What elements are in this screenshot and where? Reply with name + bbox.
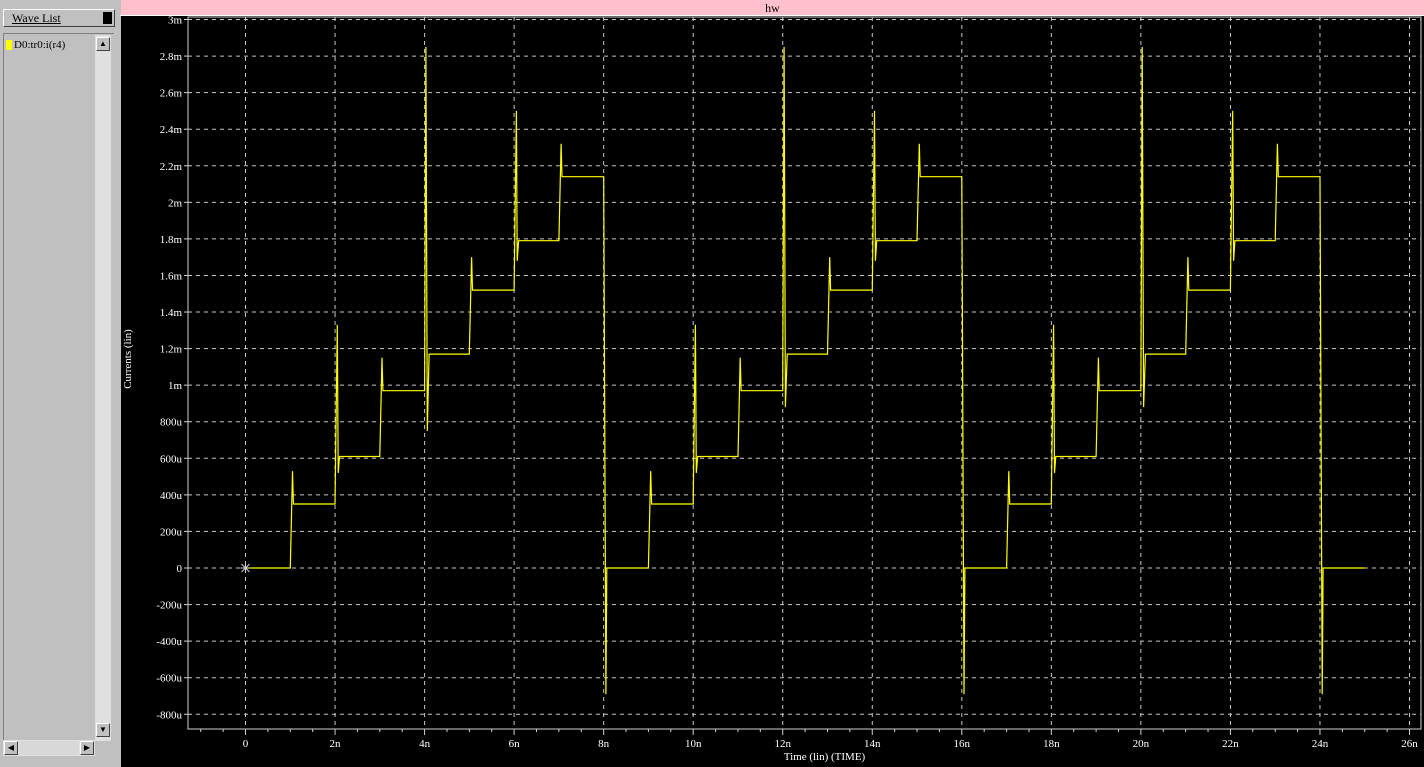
wave-item-label: D0:tr0:i(r4) — [14, 39, 66, 51]
y-tick-label: 0 — [177, 563, 183, 575]
y-tick-label: 1.6m — [160, 270, 183, 282]
y-tick-label: 400u — [160, 490, 183, 502]
y-tick-label: 1.2m — [160, 344, 183, 356]
divider — [120, 15, 1424, 16]
start-marker-icon — [240, 563, 251, 573]
y-tick-label: 1m — [168, 380, 183, 392]
series-line — [245, 46, 1365, 695]
y-axis-label: Currents (lin) — [122, 329, 134, 389]
scroll-down-icon[interactable]: ▼ — [96, 723, 110, 737]
y-tick-label: 200u — [160, 526, 183, 538]
y-tick-label: -600u — [156, 673, 182, 685]
y-tick-label: -200u — [156, 600, 182, 612]
x-tick-label: 22n — [1222, 738, 1239, 750]
horizontal-scroll-thumb[interactable] — [19, 741, 79, 755]
y-tick-label: 2.2m — [160, 161, 183, 173]
y-tick-label: 2.8m — [160, 51, 183, 63]
waveform-plot[interactable]: -800u -600u -400u -200u 0 200u 400u 600u 800u 1m 1… — [121, 16, 1424, 767]
y-tick-label: 1.8m — [160, 234, 183, 246]
x-tick-label: 24n — [1312, 738, 1329, 750]
y-tick-label: 2.4m — [160, 124, 183, 136]
y-tick-label: 800u — [160, 417, 183, 429]
x-tick-label: 26n — [1401, 738, 1418, 750]
y-tick-label: -800u — [156, 709, 182, 721]
x-tick-label: 6n — [509, 738, 520, 750]
x-tick-label: 8n — [598, 738, 610, 750]
x-tick-label: 18n — [1043, 738, 1060, 750]
wave-color-swatch — [6, 40, 12, 50]
scroll-left-icon[interactable]: ◀ — [4, 741, 18, 755]
scroll-right-icon[interactable]: ▶ — [80, 741, 94, 755]
wave-list-title: Wave List — [12, 11, 61, 25]
x-axis-label: Time (lin) (TIME) — [784, 751, 866, 763]
y-tick-label: 2m — [168, 197, 183, 209]
plot-title-bar: hw — [121, 0, 1424, 15]
y-tick-label: 2.6m — [160, 88, 183, 100]
x-tick-label: 2n — [330, 738, 342, 750]
x-tick-label: 4n — [419, 738, 431, 750]
wave-list-header[interactable]: Wave List — [3, 9, 115, 27]
vertical-scrollbar[interactable]: ▲ ▼ — [95, 35, 111, 741]
x-tick-label: 10n — [685, 738, 702, 750]
scroll-up-icon[interactable]: ▲ — [96, 37, 110, 51]
y-tick-label: 1.4m — [160, 307, 183, 319]
wave-list-panel: Wave List D0:tr0:i(r4) ▲ ▼ ◀ ▶ — [0, 0, 120, 767]
plot-frame — [187, 16, 1422, 730]
horizontal-scrollbar[interactable]: ◀ ▶ — [3, 740, 95, 756]
y-tick-label: -400u — [156, 636, 182, 648]
x-tick-label: 14n — [864, 738, 881, 750]
y-tick-label: 3m — [168, 16, 183, 27]
wave-list-item[interactable]: D0:tr0:i(r4) — [6, 38, 65, 52]
x-tick-label: 0 — [243, 738, 249, 750]
x-tick-label: 12n — [774, 738, 791, 750]
waveform-chart: -800u -600u -400u -200u 0 200u 400u 600u 800u 1m 1… — [122, 16, 1422, 763]
header-color-box — [103, 12, 112, 24]
x-tick-label: 20n — [1133, 738, 1150, 750]
x-tick-label: 16n — [954, 738, 971, 750]
y-tick-label: 600u — [160, 453, 183, 465]
